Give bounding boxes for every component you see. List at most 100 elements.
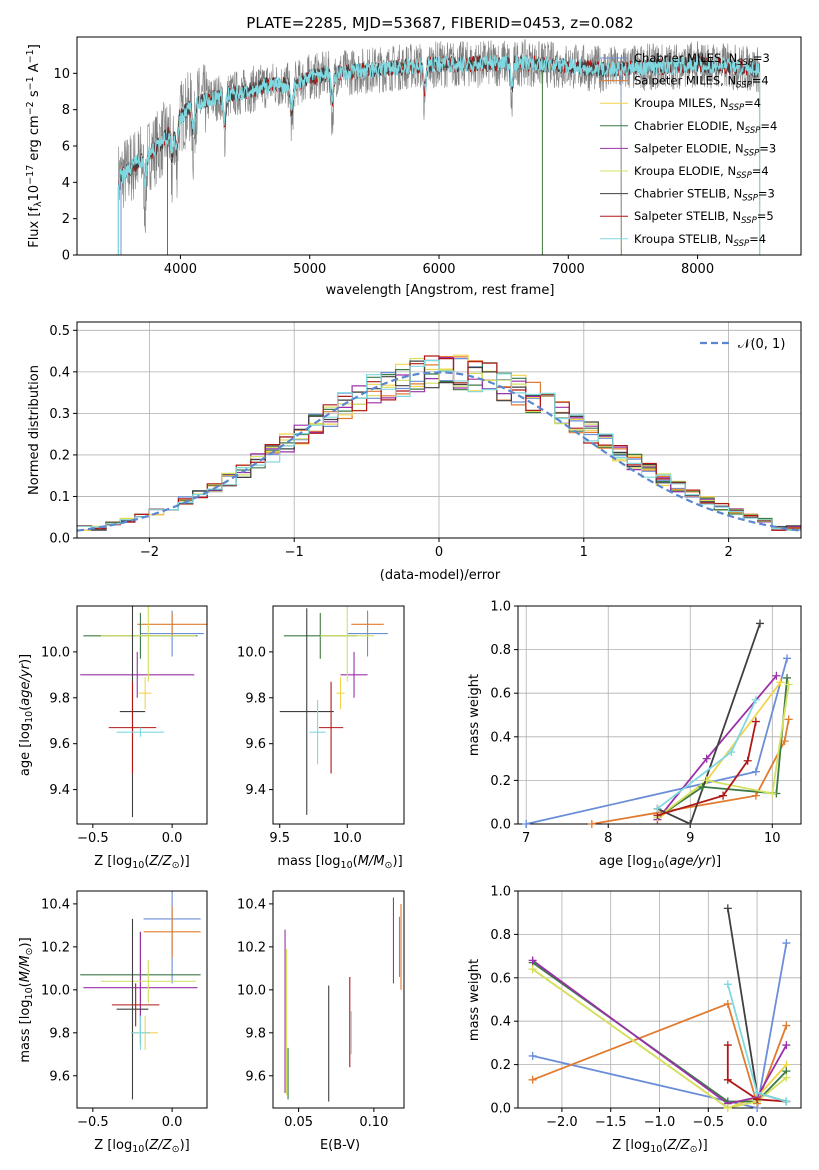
y-tick-label: 0.2 — [49, 448, 70, 463]
mass-weight-marker — [587, 820, 596, 828]
y-tick-label: 0.2 — [490, 1058, 511, 1073]
legend-entry: Chabrier MILES, NSSP=3 — [634, 51, 770, 68]
x-tick-label: 0.05 — [284, 1115, 313, 1130]
x-tick-label: −1 — [285, 545, 304, 560]
y-tick-label: 9.6 — [245, 1069, 266, 1084]
legend-name: Salpeter MILES, N — [634, 74, 736, 88]
label-part: )] — [393, 854, 403, 869]
age-z-ylabel: age [log10(age/yr)] — [18, 654, 35, 776]
x-tick-label: 9 — [686, 831, 694, 846]
x-tick-label: 0.10 — [359, 1115, 388, 1130]
legend-sub: SSP — [741, 216, 757, 226]
y-tick-label: 0.4 — [490, 1015, 511, 1030]
legend-nssp: =4 — [760, 119, 777, 133]
grid-lines — [77, 322, 801, 538]
label-part: Flux [f — [27, 207, 42, 248]
normal-legend: 𝒩(0, 1) — [738, 337, 785, 352]
y-tick-label: 0.0 — [490, 818, 511, 833]
y-tick-label: 10.4 — [237, 897, 266, 912]
x-tick-label: −2.0 — [546, 1115, 578, 1130]
mass-weight-marker — [723, 1041, 732, 1050]
age-mass-xlabel: mass [log10(M/M⊙)] — [277, 854, 402, 871]
y-tick-label: 9.6 — [49, 737, 70, 752]
legend-nssp: =4 — [744, 96, 761, 110]
mass-weight-marker — [780, 737, 789, 746]
y-tick-label: 4 — [62, 176, 70, 191]
figure-title: PLATE=2285, MJD=53687, FIBERID=0453, z=0… — [246, 14, 633, 32]
y-tick-label: 1.0 — [490, 600, 511, 615]
x-tick-label: −0.5 — [693, 1115, 725, 1130]
panel-age-mass: 9.5 10.0 9.4 9.6 9.8 10.0 — [237, 605, 405, 846]
spectrum-ylabel: Flux [fλ10−17 erg cm−2 s−1 A−1] — [25, 44, 44, 248]
residuals-xlabel: (data-model)/error — [380, 568, 501, 583]
x-tick-label: 5000 — [293, 262, 326, 277]
panel-spectrum: 4000 5000 6000 7000 8000 0 2 4 6 8 10 — [53, 36, 802, 277]
y-tick-label: 0.2 — [490, 774, 511, 789]
label-part: ( — [18, 706, 33, 711]
y-tick-label: 10.0 — [237, 645, 266, 660]
y-tick-label: 10.0 — [41, 645, 70, 660]
y-tick-label: 9.8 — [245, 1026, 266, 1041]
mw-z-ylabel: mass weight — [467, 959, 482, 1041]
x-tick-label: 2 — [724, 545, 732, 560]
label-part: )] — [18, 937, 33, 947]
mass-weight-marker — [719, 791, 728, 800]
legend-nssp: =3 — [758, 187, 775, 201]
model-kroupa-elodie — [167, 58, 543, 255]
mass-weight-line — [532, 942, 788, 1108]
mass-weight-line — [526, 658, 788, 824]
plot-area — [77, 322, 801, 538]
legend-sub: SSP — [734, 239, 750, 249]
label-part: erg cm — [27, 115, 42, 164]
legend-entry: Kroupa MILES, NSSP=4 — [634, 96, 761, 113]
mass-weight-marker — [723, 904, 732, 913]
y-tick-label: 0.0 — [49, 532, 70, 547]
label-part: −2 — [25, 101, 36, 115]
label-part: wavelength [Angstrom, rest frame] — [326, 283, 555, 298]
x-tick-label: −0.5 — [77, 1115, 109, 1130]
label-part: Z/Z — [148, 1138, 172, 1153]
panel-mass-z: −0.5 0.0 9.6 9.8 10.0 10.2 10.4 — [41, 890, 208, 1130]
mass-weight-line — [726, 1045, 787, 1103]
y-tick-label: 9.6 — [245, 737, 266, 752]
label-part: 10 — [341, 860, 353, 871]
mass-weight-marker — [782, 1041, 791, 1050]
label-part: age [log — [599, 854, 652, 869]
mass-weight-marker — [755, 619, 764, 628]
legend-sub: SSP — [742, 194, 758, 204]
legend-nssp: =5 — [757, 209, 774, 223]
mass-weight-line — [532, 1002, 788, 1107]
panel-age-z: −0.5 0.0 9.4 9.6 9.8 10.0 — [41, 605, 208, 846]
label-part: −1 — [25, 49, 36, 63]
x-tick-label: 0.0 — [162, 1115, 183, 1130]
label-part: ] — [27, 44, 42, 49]
label-part: ⊙ — [24, 948, 35, 956]
y-tick-label: 0.1 — [49, 490, 70, 505]
y-tick-label: 9.4 — [245, 783, 266, 798]
label-part: ( — [18, 982, 33, 987]
axes-frame — [76, 321, 802, 539]
spectrum-xlabel: wavelength [Angstrom, rest frame] — [326, 283, 555, 298]
y-tick-label: 9.8 — [49, 691, 70, 706]
panel-residuals: −2 −1 0 1 2 0.0 0.1 0.2 0.3 0.4 0.5 — [49, 321, 802, 560]
mass-weight-line — [657, 721, 757, 817]
legend-name: Kroupa ELODIE, N — [634, 164, 736, 178]
mass-weight-marker — [783, 654, 792, 663]
y-tick-label: 0.8 — [490, 928, 511, 943]
label-part: mass weight — [467, 674, 482, 756]
plot-area — [518, 606, 801, 824]
label-part: mass weight — [467, 959, 482, 1041]
label-part: −1 — [25, 76, 36, 90]
y-tick-label: 8 — [62, 103, 70, 118]
label-part: Z [log — [612, 1138, 650, 1153]
legend-entry: Salpeter STELIB, NSSP=5 — [634, 209, 774, 226]
legend-nssp: =4 — [752, 74, 769, 88]
mass-weight-line — [656, 699, 757, 810]
y-tick-label: 10.0 — [41, 983, 70, 998]
y-tick-label: 6 — [62, 140, 70, 155]
label-part: )] — [18, 654, 33, 664]
label-part: ( — [353, 854, 358, 869]
mass-weight-marker — [723, 980, 732, 989]
label-part: Normed distribution — [27, 365, 42, 495]
mass-weight-marker — [528, 956, 537, 965]
